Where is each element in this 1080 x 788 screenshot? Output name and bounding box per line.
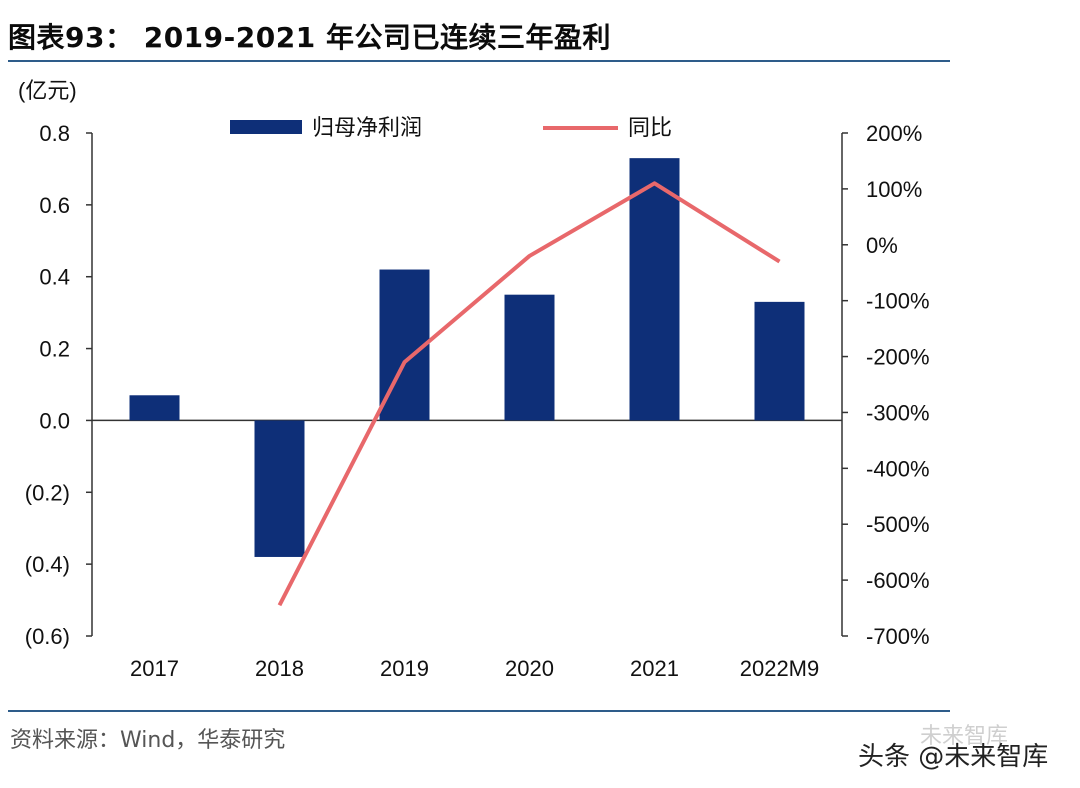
source-rule	[8, 710, 950, 712]
left-axis-unit-label: (亿元)	[18, 78, 77, 103]
chart-area: (亿元) 0.8 0.6 0.4 0.2 0.0 (0.2) (0.4) (0.6) 200% 10…	[18, 78, 930, 681]
left-tick-label: 0.4	[39, 265, 70, 290]
labels-group: (亿元) 0.8 0.6 0.4 0.2 0.0 (0.2) (0.4) (0.6) 200% 10…	[18, 78, 930, 681]
left-tick-label: 0.0	[39, 408, 70, 433]
legend-group: 归母净利润 同比	[230, 115, 672, 140]
chart-title: 图表93： 2019-2021 年公司已连续三年盈利	[8, 21, 611, 54]
watermark-faint: 未来智库	[920, 724, 1009, 749]
bar-2021	[629, 158, 680, 421]
bar-2020	[504, 294, 555, 421]
title-rule	[8, 60, 950, 62]
x-tick-label: 2018	[255, 656, 304, 681]
right-tick-label: 100%	[866, 177, 922, 202]
bar-2018	[254, 420, 305, 557]
x-tick-label: 2021	[630, 656, 679, 681]
right-tick-label: 0%	[866, 233, 898, 258]
x-tick-label: 2019	[380, 656, 429, 681]
right-tick-label: -300%	[866, 400, 930, 425]
bars-group	[129, 158, 805, 557]
left-tick-label: (0.6)	[25, 624, 70, 649]
legend-bar-label: 归母净利润	[312, 115, 422, 140]
right-tick-label: -600%	[866, 568, 930, 593]
right-tick-label: -200%	[866, 345, 930, 370]
legend-line-label: 同比	[628, 115, 672, 140]
right-tick-label: -700%	[866, 624, 930, 649]
right-tick-label: -100%	[866, 289, 930, 314]
source-note: 资料来源：Wind，华泰研究	[10, 728, 286, 753]
x-tick-label: 2017	[130, 656, 179, 681]
left-tick-label: 0.2	[39, 337, 70, 362]
left-tick-label: 0.8	[39, 121, 70, 146]
x-tick-label: 2022M9	[740, 656, 820, 681]
left-tick-label: (0.4)	[25, 552, 70, 577]
bar-2022M9	[754, 301, 805, 421]
right-tick-label: 200%	[866, 121, 922, 146]
x-tick-label: 2020	[505, 656, 554, 681]
axes-group	[86, 132, 848, 637]
left-tick-label: 0.6	[39, 193, 70, 218]
left-tick-label: (0.2)	[25, 480, 70, 505]
legend-bar-swatch	[230, 120, 302, 134]
watermark: 头条 @未来智库	[858, 742, 1049, 772]
right-tick-label: -400%	[866, 456, 930, 481]
line-group	[277, 181, 781, 607]
right-tick-label: -500%	[866, 512, 930, 537]
bar-2017	[129, 395, 180, 421]
